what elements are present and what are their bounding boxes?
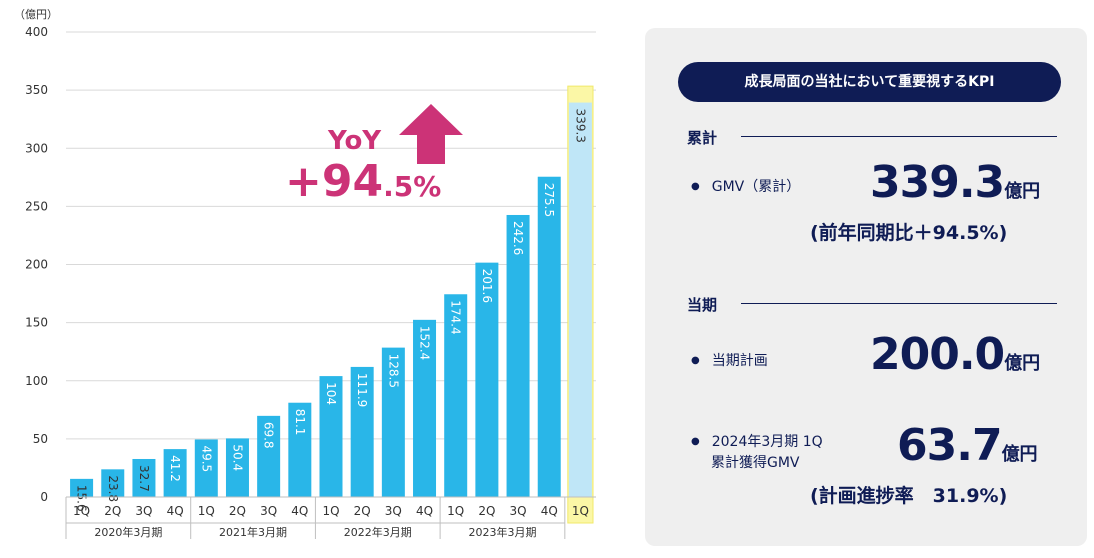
section-cumulative-rule bbox=[741, 136, 1057, 137]
x-tick-label: 3Q bbox=[135, 504, 152, 518]
x-axis: 1Q 2Q 3Q 4Q 1Q 2Q 3Q 4Q 1Q 2Q 3Q 4Q 1Q 2Q 3Q 4Q 1Q 2020年3… bbox=[65, 496, 596, 539]
section-current-rule bbox=[741, 303, 1057, 304]
bar-value-label: 32.7 bbox=[137, 465, 151, 492]
fiscal-year-label: 2020年3月期 bbox=[94, 525, 162, 539]
fiscal-year-label: 2022年3月期 bbox=[344, 525, 412, 539]
bar-value-label: 128.5 bbox=[386, 354, 400, 388]
y-tick-label: 350 bbox=[25, 83, 48, 97]
kpi-panel: 成長局面の当社において重要視するKPI 累計 GMV（累計） 339.3億円 (… bbox=[645, 28, 1087, 546]
bar-value-label: 50.4 bbox=[230, 444, 244, 471]
plan-value: 200.0億円 bbox=[870, 333, 1040, 377]
bar bbox=[70, 478, 94, 497]
yoy-value-suffix: .5% bbox=[383, 170, 442, 203]
plan-unit: 億円 bbox=[1004, 353, 1041, 374]
bar bbox=[101, 469, 125, 497]
gmv-unit: 億円 bbox=[1004, 181, 1041, 202]
x-tick-label: 2Q bbox=[478, 504, 495, 518]
bar-value-label: 201.6 bbox=[480, 269, 494, 303]
bar bbox=[194, 439, 218, 497]
y-tick-label: 200 bbox=[25, 258, 48, 272]
x-tick-label: 1Q bbox=[322, 504, 339, 518]
gmv-value-number: 339.3 bbox=[870, 157, 1005, 208]
x-tick-label: 4Q bbox=[167, 504, 184, 518]
bar-value-label: 275.5 bbox=[542, 183, 556, 217]
bar bbox=[225, 438, 249, 497]
bar-value-label: 111.9 bbox=[355, 373, 369, 407]
bar-value-label: 242.6 bbox=[511, 221, 525, 255]
x-tick-label: 2Q bbox=[104, 504, 121, 518]
plan-label: 当期計画 bbox=[691, 350, 768, 370]
bar-value-label: 49.5 bbox=[199, 445, 213, 472]
bar bbox=[506, 214, 530, 498]
x-tick-label: 3Q bbox=[260, 504, 277, 518]
x-tick-label: 1Q bbox=[447, 504, 464, 518]
gmv-value: 339.3億円 bbox=[870, 161, 1040, 205]
y-tick-label: 150 bbox=[25, 316, 48, 330]
x-tick-label: 2Q bbox=[229, 504, 246, 518]
bar bbox=[381, 347, 405, 497]
bar-value-label: 15.6 bbox=[75, 485, 89, 512]
fiscal-year-label: 2021年3月期 bbox=[219, 525, 287, 539]
y-tick-label: 50 bbox=[33, 432, 48, 446]
x-tick-label: 3Q bbox=[510, 504, 527, 518]
bar bbox=[257, 415, 281, 497]
acq-label-line2: 累計獲得GMV bbox=[711, 455, 800, 471]
yoy-value: +94.5% bbox=[285, 160, 441, 204]
acq-note: (計画進捗率 31.9%) bbox=[810, 485, 1008, 507]
plan-value-number: 200.0 bbox=[870, 329, 1005, 380]
acq-value: 63.7億円 bbox=[897, 424, 1038, 468]
bars: 15.6 23.8 32.7 41.2 49.5 50.4 69.8 81.1 104 111.9… bbox=[70, 102, 592, 512]
chart-grid bbox=[66, 31, 596, 440]
x-tick-label: 2Q bbox=[354, 504, 371, 518]
gmv-bar-chart: 0 50 100 150 200 250 300 350 400 （億円） 15.6 23.8 32… bbox=[14, 8, 596, 539]
bar-value-label: 174.4 bbox=[449, 300, 463, 334]
yoy-label: YoY bbox=[328, 126, 382, 156]
bar bbox=[568, 102, 592, 497]
bar-value-label: 339.3 bbox=[573, 109, 587, 143]
x-tick-label: 1Q bbox=[572, 504, 589, 518]
kpi-header: 成長局面の当社において重要視するKPI bbox=[678, 62, 1061, 102]
x-tick-label: 4Q bbox=[291, 504, 308, 518]
x-tick-label: 1Q bbox=[73, 504, 90, 518]
y-axis-ticks: 0 50 100 150 200 250 300 350 400 bbox=[25, 25, 48, 504]
bar-value-label: 41.2 bbox=[168, 455, 182, 482]
bar bbox=[444, 294, 468, 497]
y-axis-unit: （億円） bbox=[14, 8, 58, 21]
x-tick-label: 1Q bbox=[198, 504, 215, 518]
y-tick-label: 0 bbox=[40, 490, 48, 504]
y-tick-label: 400 bbox=[25, 25, 48, 39]
bar bbox=[413, 319, 437, 497]
bar-value-label: 81.1 bbox=[293, 409, 307, 436]
bar bbox=[132, 458, 156, 497]
acq-unit: 億円 bbox=[1001, 444, 1038, 465]
section-current-title: 当期 bbox=[687, 296, 718, 314]
bar bbox=[288, 402, 312, 497]
y-tick-label: 100 bbox=[25, 374, 48, 388]
fiscal-year-label: 2023年3月期 bbox=[468, 525, 536, 539]
gmv-note: (前年同期比＋94.5%) bbox=[810, 222, 1008, 244]
x-tick-label: 4Q bbox=[416, 504, 433, 518]
bar bbox=[537, 176, 561, 497]
x-tick-label: 3Q bbox=[385, 504, 402, 518]
bar-value-label: 104 bbox=[324, 382, 338, 405]
bar-value-label: 23.8 bbox=[106, 475, 120, 502]
section-cumulative-title: 累計 bbox=[687, 129, 718, 147]
acq-value-number: 63.7 bbox=[897, 420, 1003, 471]
bar bbox=[163, 449, 187, 497]
bar-value-label: 69.8 bbox=[262, 422, 276, 449]
bar-value-label: 152.4 bbox=[418, 326, 432, 360]
yoy-value-main: +94 bbox=[285, 156, 384, 207]
bar bbox=[319, 376, 343, 497]
y-tick-label: 300 bbox=[25, 141, 48, 155]
y-tick-label: 250 bbox=[25, 199, 48, 213]
bar bbox=[475, 262, 499, 497]
x-tick-label: 4Q bbox=[541, 504, 558, 518]
up-arrow-icon bbox=[399, 104, 463, 164]
acq-label-line1: 2024年3月期 1Q bbox=[691, 431, 823, 451]
bar bbox=[350, 366, 374, 497]
gmv-label: GMV（累計） bbox=[691, 176, 801, 196]
